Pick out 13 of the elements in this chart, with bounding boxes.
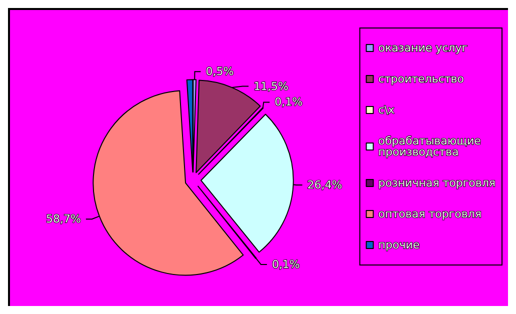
data-label: 0,1%: [272, 258, 300, 271]
legend-label: розничная торговля: [378, 176, 496, 190]
data-label: 58,7%: [46, 212, 81, 226]
data-label: 11,5%: [254, 80, 289, 93]
legend-label: строительство: [378, 72, 464, 86]
legend-label: прочие: [378, 238, 420, 252]
data-label: 0,5%: [206, 65, 234, 78]
legend-label: оптовая торговля: [378, 208, 482, 220]
legend-label: с\х: [378, 104, 396, 116]
legend-label: оказание услуг: [378, 42, 468, 54]
data-label: 0,1%: [274, 96, 303, 109]
data-label: 26,4%: [307, 178, 342, 192]
legend-label: обрабатывающие производства: [378, 134, 482, 158]
